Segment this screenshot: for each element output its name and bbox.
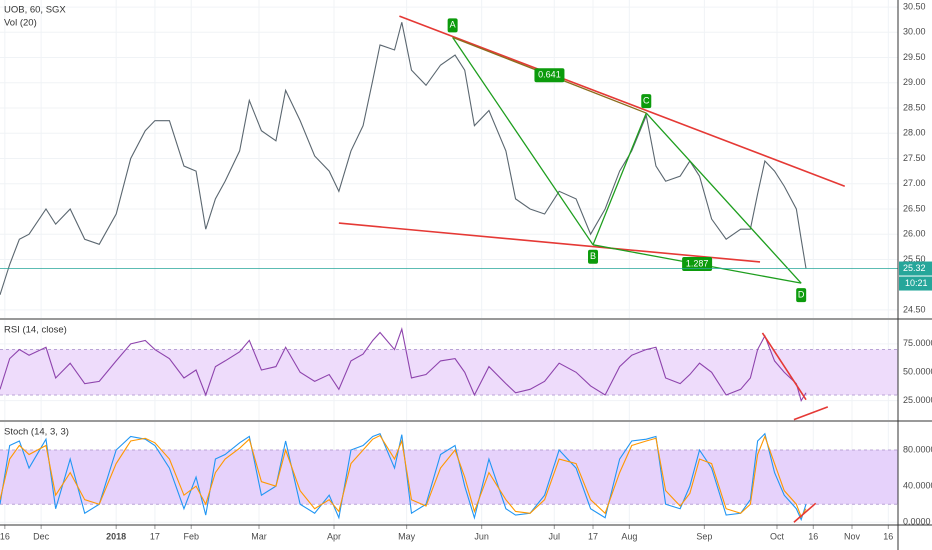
y-tick-label: 25.0000	[903, 395, 932, 405]
countdown-label: 10:21	[905, 278, 928, 288]
x-tick-label: Jul	[549, 531, 561, 541]
x-tick-label: Feb	[183, 531, 199, 541]
subtitle: Vol (20)	[4, 18, 37, 29]
x-tick-label: Nov	[844, 531, 861, 541]
pattern-point	[796, 288, 807, 303]
x-tick-label: 17	[150, 531, 160, 541]
ratio-box	[682, 256, 713, 271]
trendline	[793, 406, 829, 421]
y-tick-label: 30.00	[903, 27, 926, 37]
y-tick-label: 27.00	[903, 178, 926, 188]
last-price-box	[899, 261, 932, 276]
pattern-point-label: D	[798, 290, 805, 300]
y-tick-label: 26.00	[903, 229, 926, 239]
trendline	[761, 332, 807, 401]
series-line	[0, 327, 807, 403]
pane-title: UOB, 60, SGX	[4, 5, 66, 16]
x-tick-label: 2018	[106, 531, 126, 541]
x-tick-label: Jun	[474, 531, 489, 541]
y-tick-label: 50.0000	[903, 367, 932, 377]
y-tick-label: 30.50	[903, 1, 926, 11]
y-tick-label: 28.00	[903, 128, 926, 138]
series-line	[0, 22, 807, 295]
x-tick-label: Dec	[33, 531, 50, 541]
band	[0, 349, 898, 395]
pattern-leg	[645, 112, 802, 284]
x-tick-label: 17	[588, 531, 598, 541]
y-tick-label: 29.50	[903, 52, 926, 62]
y-tick-label: 80.0000	[903, 444, 932, 454]
y-tick-label: 29.00	[903, 77, 926, 87]
x-tick-label: Sep	[696, 531, 712, 541]
pattern-point-label: B	[590, 251, 596, 261]
x-tick-label: 16	[808, 531, 818, 541]
series-line	[0, 434, 807, 519]
pattern-point-label: C	[643, 95, 650, 105]
pattern-point	[447, 18, 458, 33]
y-tick-label: 24.50	[903, 304, 926, 314]
series-line	[0, 432, 807, 522]
x-tick-label: Apr	[327, 531, 341, 541]
x-tick-label: May	[398, 531, 416, 541]
pattern-leg	[592, 112, 647, 246]
y-tick-label: 27.50	[903, 153, 926, 163]
y-tick-label: 0.0000	[903, 517, 931, 527]
y-tick-label: 75.0000	[903, 338, 932, 348]
countdown-box	[899, 276, 932, 291]
x-tick-label: Aug	[621, 531, 637, 541]
ratio-label: 1.287	[686, 258, 709, 268]
x-tick-label: 16	[883, 531, 893, 541]
x-tick-label: Mar	[251, 531, 267, 541]
pane-title: RSI (14, close)	[4, 325, 67, 336]
y-tick-label: 25.50	[903, 254, 926, 264]
ratio-box	[534, 68, 565, 83]
y-tick-label: 40.0000	[903, 481, 932, 491]
trendline	[338, 222, 761, 263]
pattern-leg	[452, 36, 594, 246]
trendline	[793, 502, 817, 523]
pattern-point-label: A	[450, 20, 456, 30]
pane-title: Stoch (14, 3, 3)	[4, 427, 69, 438]
pattern-point	[641, 94, 652, 109]
trendline	[399, 15, 846, 188]
band	[0, 450, 898, 505]
pattern-point	[588, 249, 599, 264]
y-tick-label: 28.50	[903, 102, 926, 112]
x-tick-label: 16	[0, 531, 10, 541]
y-tick-label: 26.50	[903, 203, 926, 213]
last-price-label: 25.32	[903, 263, 926, 273]
ratio-label: 0.641	[538, 70, 561, 80]
x-tick-label: Oct	[770, 531, 785, 541]
